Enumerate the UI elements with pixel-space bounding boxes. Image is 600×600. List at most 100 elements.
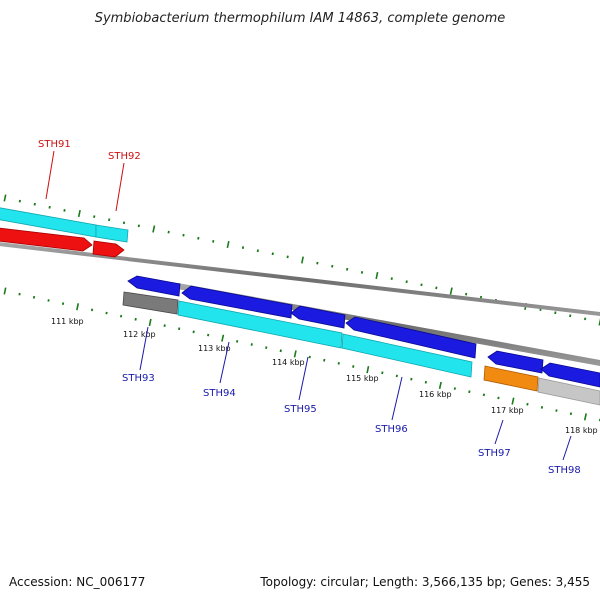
inner-tick [221, 334, 225, 342]
outer-tick [346, 267, 349, 271]
inner-tick [526, 402, 529, 406]
inner-tick [61, 302, 65, 305]
outer-tick [405, 280, 408, 284]
gene-blue-arrow-2[interactable] [181, 285, 293, 319]
leader-sth97 [494, 419, 504, 445]
inner-tick [381, 371, 384, 375]
inner-tick [366, 366, 370, 374]
inner-tick [207, 333, 210, 337]
inner-tick [163, 324, 166, 327]
outer-tick [33, 202, 36, 206]
inner-tick [569, 412, 573, 416]
leader-sth96 [391, 376, 403, 421]
accession-text: Accession: NC_006177 [9, 575, 145, 589]
inner-tick [250, 343, 253, 346]
gene-sth94-bar[interactable] [177, 300, 343, 349]
backbone-upper [0, 242, 600, 316]
inner-tick [511, 397, 515, 405]
outer-tick [435, 286, 438, 290]
outer-tick [271, 252, 274, 256]
gene-sth92-bar[interactable] [95, 224, 129, 243]
outer-tick [48, 205, 51, 209]
gene-blue-arrow-3[interactable] [290, 305, 346, 329]
gene-label-sth91[interactable]: STH91 [38, 139, 71, 150]
inner-tick [279, 349, 282, 353]
outer-tick [390, 277, 393, 280]
outer-tick-track [3, 194, 600, 326]
inner-tick [265, 346, 268, 349]
gene-label-sth97[interactable]: STH97 [478, 448, 511, 459]
outer-tick [18, 199, 21, 203]
kbp-label-115: 115 kbp [346, 374, 379, 383]
inner-tick [119, 314, 123, 318]
outer-tick [167, 230, 170, 234]
outer-tick [93, 215, 96, 218]
leader-sth95 [298, 356, 309, 401]
outer-tick [331, 264, 334, 268]
inner-tick [482, 393, 486, 397]
gene-blue-arrow-6[interactable] [540, 362, 600, 388]
kbp-label-118: 118 kbp [565, 426, 598, 435]
gene-red-arrow-2[interactable] [92, 240, 125, 258]
inner-tick [236, 340, 239, 343]
gene-label-sth98[interactable]: STH98 [548, 465, 581, 476]
gene-label-sth96[interactable]: STH96 [375, 424, 408, 435]
outer-tick [212, 240, 215, 243]
outer-tick [226, 240, 230, 249]
outer-tick [256, 249, 259, 253]
inner-tick [352, 365, 355, 368]
inner-tick [90, 308, 94, 312]
outer-tick [286, 255, 289, 259]
inner-tick [32, 295, 36, 299]
gene-labels: STH91 STH92 STH93 STH94 STH95 STH96 STH9… [38, 139, 581, 476]
lower-arc-segment [122, 275, 600, 406]
inner-tick [178, 327, 181, 331]
gene-gray-block[interactable] [122, 291, 179, 315]
inner-tick [583, 413, 587, 421]
gene-red-arrow-1[interactable] [0, 227, 93, 252]
inner-tick [497, 396, 500, 400]
leader-sth92 [115, 162, 125, 212]
inner-tick [337, 362, 340, 365]
gene-blue-arrow-4[interactable] [345, 316, 477, 359]
leader-sth93 [139, 326, 149, 371]
outer-tick [3, 194, 7, 202]
kbp-label-112: 112 kbp [123, 330, 156, 339]
gene-leader-lines [45, 150, 572, 461]
kbp-label-111: 111 kbp [51, 317, 84, 326]
map-title: Symbiobacterium thermophilum IAM 14863, … [95, 11, 506, 26]
outer-tick [554, 311, 557, 315]
inner-tick [438, 381, 442, 389]
inner-tick [192, 330, 195, 334]
gene-sth96-bar[interactable] [341, 333, 473, 378]
inner-tick [555, 409, 558, 412]
gene-blue-arrow-5[interactable] [487, 350, 544, 374]
gene-label-sth94[interactable]: STH94 [203, 388, 236, 399]
gene-orange-block[interactable] [483, 365, 539, 392]
kbp-label-116: 116 kbp [419, 390, 452, 399]
inner-tick [395, 374, 398, 378]
kbp-labels: 111 kbp 112 kbp 113 kbp 114 kbp 115 kbp … [51, 317, 598, 435]
gene-light-gray-block[interactable] [537, 377, 600, 406]
gene-label-sth92[interactable]: STH92 [108, 151, 141, 162]
topology-text: Topology: circular; Length: 3,566,135 bp… [259, 575, 590, 589]
inner-tick [18, 292, 21, 296]
gene-blue-arrow-1[interactable] [127, 275, 181, 297]
leader-sth98 [562, 435, 572, 461]
upper-arc-segment [0, 207, 600, 316]
inner-tick [410, 377, 413, 381]
outer-tick [197, 236, 200, 240]
kbp-label-117: 117 kbp [491, 406, 524, 415]
outer-tick [137, 224, 140, 228]
gene-label-sth95[interactable]: STH95 [284, 404, 317, 415]
inner-tick [134, 317, 137, 321]
inner-tick [468, 390, 471, 394]
inner-tick [540, 406, 544, 409]
outer-tick [316, 261, 319, 265]
outer-tick [449, 287, 453, 295]
inner-tick [453, 387, 456, 390]
gene-label-sth93[interactable]: STH93 [122, 373, 155, 384]
kbp-label-113: 113 kbp [198, 344, 231, 353]
